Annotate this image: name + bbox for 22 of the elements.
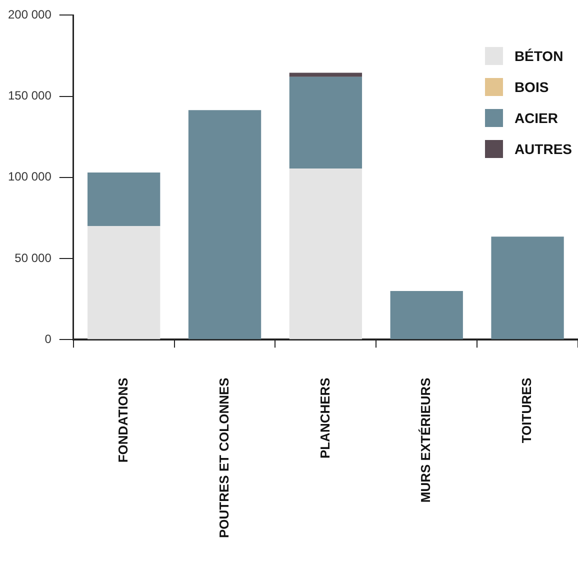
y-tick-label: 100 000 — [8, 170, 52, 184]
x-tick-label: POUTRES ET COLONNES — [216, 377, 232, 538]
bar — [491, 236, 564, 340]
bar — [289, 76, 362, 169]
bar — [88, 226, 160, 340]
bar — [88, 172, 160, 226]
y-tick-label: 200 000 — [8, 8, 52, 22]
y-tick-label: 50 000 — [14, 250, 52, 265]
legend-label: AUTRES — [514, 141, 572, 157]
x-tick-label: MURS EXTÉRIEURS — [418, 377, 434, 503]
bar — [289, 168, 362, 340]
legend-label: BOIS — [514, 79, 549, 95]
x-tick-label: FONDATIONS — [115, 377, 130, 463]
legend-label: BÉTON — [514, 48, 564, 64]
y-tick-label: 150 000 — [8, 88, 52, 103]
x-tick-label: PLANCHERS — [317, 377, 332, 459]
y-tick-label: 0 — [44, 332, 52, 346]
bar — [390, 290, 463, 340]
bar — [289, 72, 362, 77]
legend-label: ACIER — [514, 110, 558, 126]
x-tick-label: TOITURES — [519, 377, 534, 444]
bar — [188, 110, 262, 340]
